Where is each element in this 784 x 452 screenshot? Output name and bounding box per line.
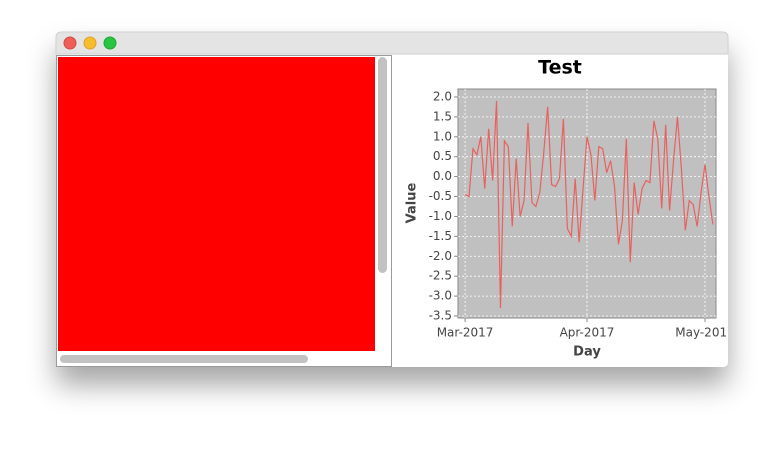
x-tick-label: Apr-2017	[560, 326, 615, 340]
close-button[interactable]	[63, 36, 77, 50]
title-bar	[55, 31, 729, 55]
x-tick-label: Mar-2017	[437, 326, 494, 340]
y-tick-label: -1.0	[429, 209, 452, 223]
chart: Test Day Value 2.0 1.5 1.0 0.5 0.0 -0.5 -1.0 -1…	[405, 57, 734, 360]
y-tick-label: 2.0	[433, 89, 452, 103]
x-tick-label: May-2017	[675, 326, 734, 340]
horizontal-scrollbar[interactable]	[60, 355, 308, 363]
y-axis-label: Value	[405, 182, 420, 223]
chart-title: Test	[538, 57, 582, 79]
y-tick-label: -0.5	[429, 189, 452, 203]
vertical-scrollbar[interactable]	[378, 57, 387, 273]
y-tick-label: -1.5	[429, 229, 452, 243]
y-tick-label: 0.0	[433, 169, 452, 183]
y-tick-label: -2.0	[429, 249, 452, 263]
x-axis-label: Day	[573, 345, 601, 360]
y-tick-label: 1.0	[433, 129, 452, 143]
y-tick-label: 0.5	[433, 149, 452, 163]
y-tick-label: -3.0	[429, 289, 452, 303]
red-panel	[58, 57, 375, 351]
zoom-button[interactable]	[103, 36, 117, 50]
y-tick-label: -2.5	[429, 269, 452, 283]
minimize-button[interactable]	[83, 36, 97, 50]
y-tick-label: 1.5	[433, 109, 452, 123]
data-line	[464, 100, 714, 309]
y-tick-label: -3.5	[429, 309, 452, 323]
